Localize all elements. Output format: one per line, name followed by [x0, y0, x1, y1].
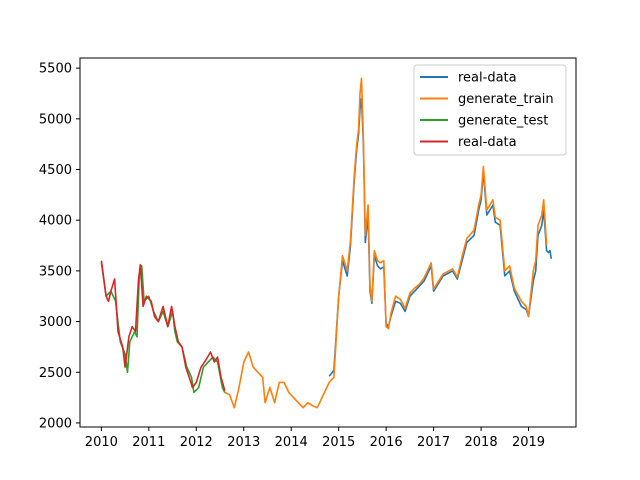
axes-frame — [79, 57, 577, 428]
x-tick-label: 2015 — [322, 435, 355, 450]
legend-label: generate_test — [458, 114, 548, 129]
y-tick-label: 3500 — [39, 264, 72, 279]
legend: real-datagenerate_traingenerate_testreal… — [413, 64, 567, 156]
x-tick-label: 2018 — [465, 435, 498, 450]
y-tick-label: 2000 — [39, 416, 72, 431]
x-tick-label: 2010 — [85, 435, 118, 450]
x-tick-label: 2017 — [417, 435, 450, 450]
y-tick-label: 2500 — [39, 366, 72, 381]
legend-box — [413, 64, 567, 156]
series-line-generate_train-1 — [224, 77, 548, 409]
series-layer — [100, 77, 553, 409]
x-tick-label: 2019 — [512, 435, 545, 450]
y-tick-label: 5500 — [39, 62, 72, 77]
y-tick-label: 4500 — [39, 163, 72, 178]
x-axis-ticks: 2010 2011 2012 2013 2014 2015 2016 2017 2018 2019 — [85, 427, 545, 450]
x-tick-label: 2011 — [132, 435, 165, 450]
plot-frame — [79, 57, 577, 428]
x-tick-label: 2014 — [275, 435, 308, 450]
legend-label: real-data — [458, 135, 517, 150]
series-line-real-data-3 — [100, 260, 226, 391]
y-tick-label: 5000 — [39, 112, 72, 127]
x-tick-label: 2012 — [180, 435, 213, 450]
y-tick-label: 4000 — [39, 214, 72, 229]
y-tick-label: 3000 — [39, 315, 72, 330]
y-axis-ticks: 2000 2500 3000 3500 4000 4500 5000 5500 — [39, 62, 80, 431]
x-tick-label: 2016 — [370, 435, 403, 450]
x-tick-label: 2013 — [227, 435, 260, 450]
legend-label: generate_train — [458, 92, 554, 107]
legend-label: real-data — [458, 71, 517, 86]
series-line-generate_test-2 — [100, 262, 226, 394]
